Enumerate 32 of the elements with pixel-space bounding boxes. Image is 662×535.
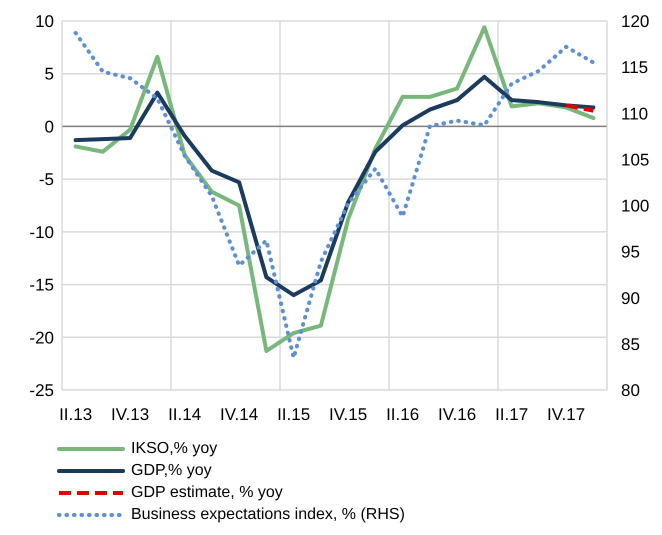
y-tick-label: -15 bbox=[29, 276, 54, 295]
y2-tick-label: 80 bbox=[621, 381, 640, 400]
x-tick-label: II.13 bbox=[59, 405, 92, 424]
y-tick-label: -5 bbox=[38, 170, 54, 190]
y2-tick-label: 120 bbox=[621, 12, 650, 32]
legend-label: Business expectations index, % (RHS) bbox=[131, 505, 405, 525]
x-tick-label: IV.17 bbox=[547, 405, 586, 424]
y-tick-label: -20 bbox=[29, 328, 54, 348]
legend-label: IKSO,% yoy bbox=[131, 439, 218, 459]
x-tick-label: IV.15 bbox=[329, 405, 368, 424]
y2-tick-label: 90 bbox=[621, 288, 640, 308]
y2-tick-label: 110 bbox=[621, 104, 648, 124]
y-tick-label: 5 bbox=[44, 64, 54, 84]
x-tick-label: II.16 bbox=[386, 405, 420, 424]
y-tick-label: 0 bbox=[44, 117, 54, 136]
x-tick-label: IV.16 bbox=[438, 405, 476, 424]
y-tick-label: -25 bbox=[29, 381, 54, 400]
x-tick-label: II.15 bbox=[277, 405, 310, 424]
x-tick-label: II.14 bbox=[168, 405, 202, 424]
x-tick-label: IV.13 bbox=[111, 405, 150, 424]
x-tick-label: II.17 bbox=[495, 405, 528, 424]
line-series bbox=[74, 74, 596, 298]
y2-tick-label: 95 bbox=[621, 242, 640, 262]
y2-tick-label: 85 bbox=[621, 334, 640, 354]
legend-label: GDP estimate, % yoy bbox=[131, 483, 283, 503]
y2-tick-label: 115 bbox=[621, 58, 648, 78]
legend-label: GDP,% yoy bbox=[131, 461, 212, 481]
y-tick-label: -10 bbox=[29, 222, 54, 242]
y-tick-label: 10 bbox=[35, 12, 54, 32]
y2-tick-label: 105 bbox=[621, 150, 650, 170]
y2-tick-label: 100 bbox=[621, 196, 650, 216]
x-tick-label: IV.14 bbox=[220, 405, 258, 424]
